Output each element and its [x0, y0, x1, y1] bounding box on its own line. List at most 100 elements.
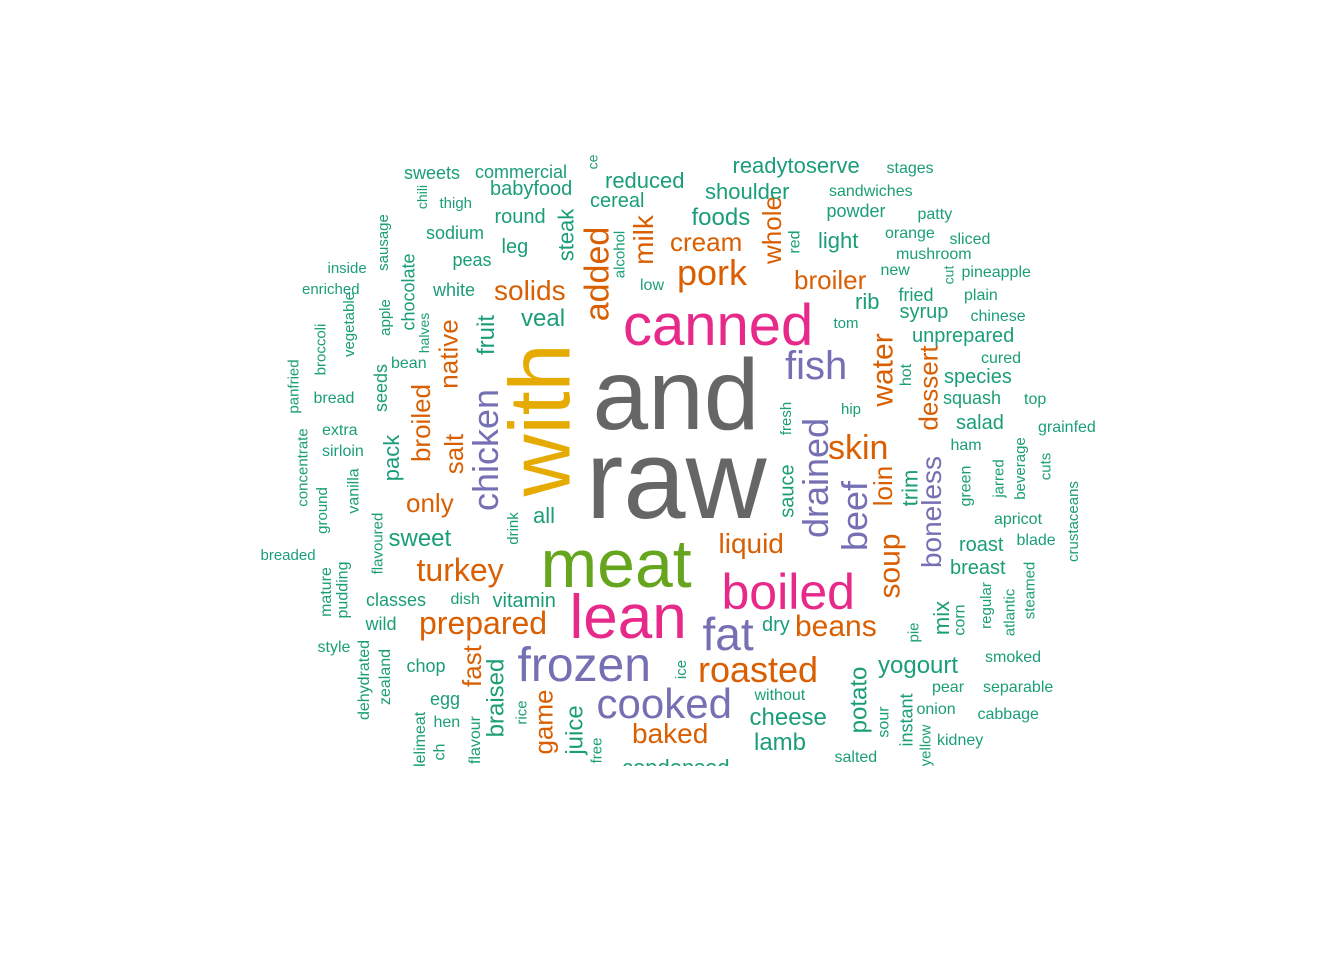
- word-salted: salted: [835, 750, 878, 766]
- word-breast: breast: [950, 558, 1006, 578]
- word-sweet: sweet: [389, 527, 452, 551]
- word-atlantic: atlantic: [1002, 588, 1017, 636]
- word-added: added: [580, 227, 614, 322]
- word-grainfed: grainfed: [1038, 420, 1096, 436]
- word-orange: orange: [885, 226, 935, 242]
- word-sirloin: sirloin: [322, 444, 364, 460]
- word-chinese: chinese: [971, 309, 1026, 325]
- word-ground: ground: [314, 487, 329, 534]
- word-condensed: condensed: [622, 757, 730, 766]
- word-cured: cured: [981, 351, 1021, 367]
- word-broiled: broiled: [408, 384, 434, 462]
- word-cheese: cheese: [750, 706, 827, 730]
- word-flavoured: flavoured: [370, 512, 385, 574]
- word-foods: foods: [692, 206, 751, 230]
- word-kidney: kidney: [937, 733, 983, 749]
- word-all: all: [533, 505, 555, 527]
- word-whole: whole: [759, 196, 785, 264]
- word-yellow: yellow: [918, 724, 933, 766]
- word-blade: blade: [1017, 533, 1056, 549]
- word-babyfood: babyfood: [490, 179, 572, 199]
- word-pie: pie: [907, 622, 922, 642]
- word-bean: bean: [391, 356, 427, 372]
- word-tom: tom: [834, 316, 859, 331]
- word-apple: apple: [377, 299, 392, 336]
- word-cabbage: cabbage: [978, 707, 1039, 723]
- word-steak: steak: [555, 209, 577, 262]
- word-delimeat: delimeat: [413, 712, 429, 766]
- word-potato: potato: [847, 667, 871, 734]
- word-sausage: sausage: [375, 214, 390, 271]
- word-zealand: zealand: [378, 649, 394, 705]
- word-concentrate: concentrate: [296, 428, 311, 506]
- word-reduced: reduced: [605, 170, 685, 192]
- word-seeds: seeds: [372, 364, 390, 412]
- word-style: style: [318, 640, 351, 656]
- word-commercial: commercial: [475, 163, 567, 181]
- word-hip: hip: [841, 402, 861, 417]
- word-sauce: sauce: [777, 464, 797, 517]
- word-readytoserve: readytoserve: [733, 155, 860, 177]
- word-low: low: [640, 278, 664, 294]
- word-fast: fast: [459, 645, 485, 687]
- word-chop: chop: [407, 657, 446, 675]
- word-turkey: turkey: [417, 554, 504, 586]
- word-roasted: roasted: [698, 652, 818, 688]
- word-squash: squash: [943, 389, 1001, 407]
- word-mix: mix: [931, 601, 953, 635]
- word-light: light: [818, 230, 858, 252]
- word-dish: dish: [451, 592, 480, 608]
- word-instant: instant: [897, 693, 915, 746]
- word-alcohol: alcohol: [612, 230, 627, 278]
- word-patty: patty: [918, 207, 953, 223]
- word-plain: plain: [964, 288, 998, 304]
- word-trim: trim: [899, 470, 921, 507]
- word-unprepared: unprepared: [912, 326, 1014, 346]
- word-red: red: [787, 230, 803, 253]
- word-regular: regular: [978, 582, 993, 629]
- word-hen: hen: [434, 715, 461, 731]
- word-extra: extra: [322, 423, 358, 439]
- word-dry: dry: [762, 615, 790, 635]
- word-with: with: [497, 344, 583, 497]
- word-only: only: [406, 490, 454, 516]
- word-hot: hot: [899, 364, 915, 386]
- word-fruit: fruit: [475, 315, 499, 355]
- word-chili: chili: [415, 185, 429, 209]
- word-green: green: [958, 466, 974, 507]
- word-species: species: [944, 367, 1012, 387]
- word-cereal: cereal: [590, 191, 644, 211]
- word-inside: inside: [328, 261, 367, 276]
- word-jarred: jarred: [992, 459, 1007, 497]
- word-cream: cream: [670, 229, 742, 255]
- word-fish: fish: [785, 346, 847, 386]
- word-stages: stages: [887, 161, 934, 177]
- word-fried: fried: [899, 286, 934, 304]
- word-vitamin: vitamin: [493, 591, 556, 611]
- word-chicken: chicken: [468, 389, 504, 511]
- word-crustaceans: crustaceans: [1065, 481, 1080, 562]
- word-top: top: [1024, 392, 1046, 408]
- word-native: native: [435, 319, 461, 388]
- word-sour: sour: [876, 706, 892, 737]
- word-panfried: panfried: [287, 359, 302, 413]
- word-veal: veal: [521, 307, 565, 331]
- word-chocolate: chocolate: [399, 253, 417, 330]
- word-apricot: apricot: [994, 512, 1042, 528]
- word-skin: skin: [828, 431, 888, 465]
- word-powder: powder: [827, 202, 886, 220]
- word-salad: salad: [956, 413, 1004, 433]
- word-fresh: fresh: [779, 401, 794, 434]
- word-sandwiches: sandwiches: [829, 184, 913, 200]
- word-pear: pear: [932, 680, 964, 696]
- word-smoked: smoked: [985, 650, 1041, 666]
- word-drink: drink: [505, 512, 520, 545]
- word-round: round: [495, 207, 546, 227]
- word-ch: ch: [432, 744, 448, 761]
- word-vegetable: vegetable: [342, 291, 357, 356]
- word-white: white: [433, 281, 475, 299]
- word-rib: rib: [855, 291, 879, 313]
- word-new: new: [881, 263, 910, 279]
- word-peas: peas: [453, 251, 492, 269]
- word-beverage: beverage: [1012, 437, 1027, 500]
